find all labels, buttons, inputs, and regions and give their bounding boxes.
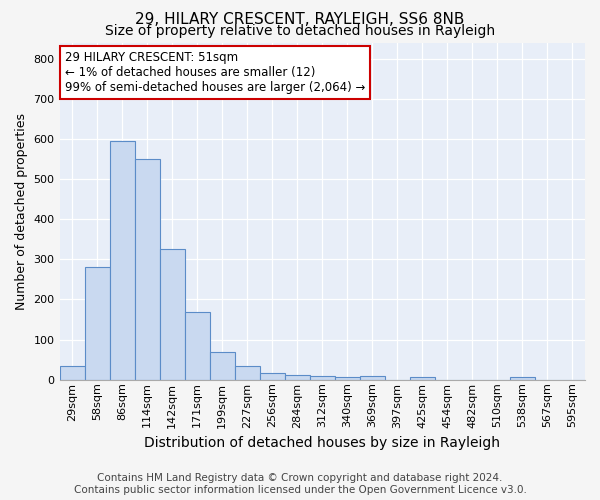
- Text: Size of property relative to detached houses in Rayleigh: Size of property relative to detached ho…: [105, 24, 495, 38]
- Bar: [85, 268, 110, 380]
- Bar: [510, 376, 535, 380]
- Bar: [59, 366, 85, 380]
- Bar: [310, 376, 335, 380]
- Text: 29 HILARY CRESCENT: 51sqm
← 1% of detached houses are smaller (12)
99% of semi-d: 29 HILARY CRESCENT: 51sqm ← 1% of detach…: [65, 51, 365, 94]
- Bar: [185, 312, 209, 380]
- Y-axis label: Number of detached properties: Number of detached properties: [15, 112, 28, 310]
- Bar: [285, 375, 310, 380]
- Bar: [134, 159, 160, 380]
- Text: Contains HM Land Registry data © Crown copyright and database right 2024.
Contai: Contains HM Land Registry data © Crown c…: [74, 474, 526, 495]
- Bar: [360, 376, 385, 380]
- Bar: [260, 372, 285, 380]
- Bar: [410, 376, 435, 380]
- Bar: [209, 352, 235, 380]
- Bar: [160, 250, 185, 380]
- X-axis label: Distribution of detached houses by size in Rayleigh: Distribution of detached houses by size …: [144, 436, 500, 450]
- Bar: [335, 376, 360, 380]
- Bar: [235, 366, 260, 380]
- Bar: [110, 141, 134, 380]
- Text: 29, HILARY CRESCENT, RAYLEIGH, SS6 8NB: 29, HILARY CRESCENT, RAYLEIGH, SS6 8NB: [136, 12, 464, 28]
